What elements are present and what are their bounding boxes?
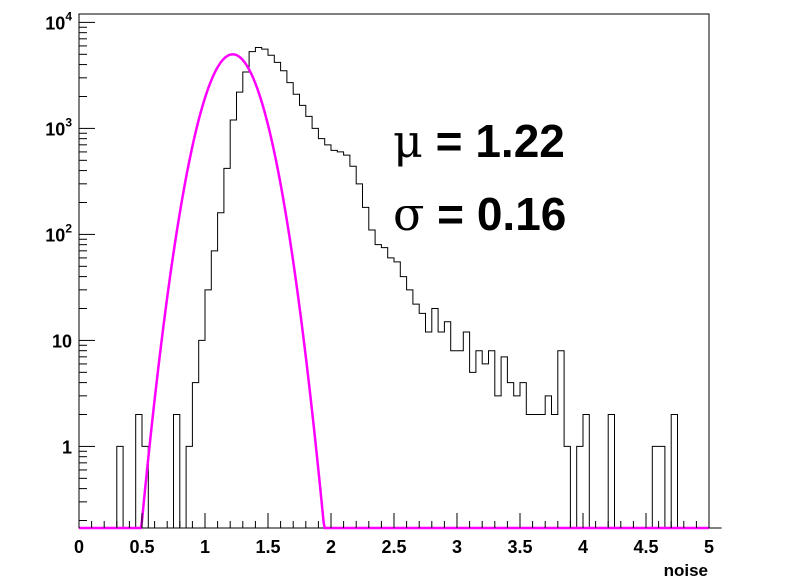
sigma-annotation: σ = 0.16 xyxy=(393,187,566,241)
sigma-symbol: σ xyxy=(393,187,424,241)
x-tick-label: 4.5 xyxy=(633,537,658,557)
y-tick-label: 1 xyxy=(62,437,72,457)
y-tick-label: 10 xyxy=(52,331,72,351)
x-tick-label: 2.5 xyxy=(381,537,406,557)
x-tick-label: 1.5 xyxy=(255,537,280,557)
x-axis: 0 0.5 1 1.5 2 2.5 3 3.5 4 4.5 5 xyxy=(74,513,714,557)
sigma-value: = 0.16 xyxy=(424,188,566,240)
y-tick-label: 102 xyxy=(45,221,72,245)
y-tick-label: 104 xyxy=(45,9,72,33)
x-tick-label: 2 xyxy=(326,537,336,557)
x-tick-label: 0.5 xyxy=(129,537,154,557)
x-tick-label: 0 xyxy=(74,537,84,557)
x-tick-label: 3.5 xyxy=(507,537,532,557)
histogram-series xyxy=(79,46,722,529)
x-tick-label: 1 xyxy=(200,537,210,557)
mu-symbol: μ xyxy=(393,114,423,168)
y-axis: 1 10 102 103 104 xyxy=(45,9,95,522)
x-tick-label: 5 xyxy=(704,537,714,557)
mu-annotation: μ = 1.22 xyxy=(393,114,565,168)
mu-value: = 1.22 xyxy=(423,115,565,167)
y-tick-label: 103 xyxy=(45,115,72,139)
x-axis-title: noise xyxy=(664,561,708,580)
x-tick-label: 4 xyxy=(578,537,588,557)
histogram-layer xyxy=(79,46,722,529)
x-tick-label: 3 xyxy=(452,537,462,557)
